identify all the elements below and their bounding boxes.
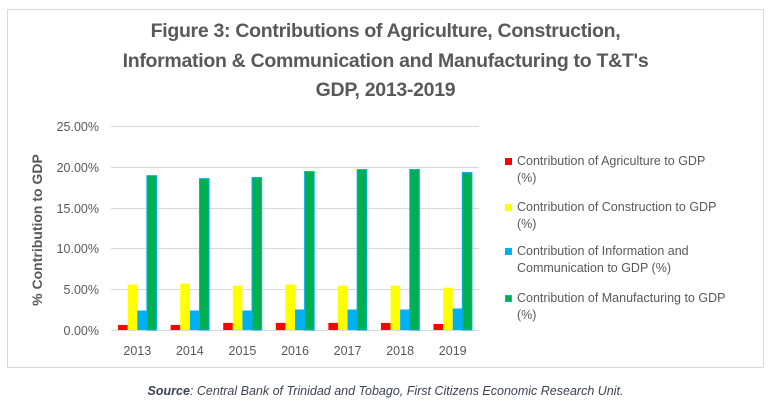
bar-manufacturing-2016 xyxy=(304,171,315,331)
bar-agriculture-2015 xyxy=(223,322,233,330)
bar-information-communication-2017 xyxy=(347,309,358,330)
legend-label-agriculture-line-2: (%) xyxy=(517,171,537,185)
bar-agriculture-2018 xyxy=(380,322,391,330)
legend-label-information-communication-line-1: Contribution of Information and xyxy=(517,244,689,258)
bar-manufacturing-2015 xyxy=(251,177,263,331)
chart-title: Figure 3: Contributions of Agriculture, … xyxy=(0,17,771,106)
bar-agriculture-2014 xyxy=(170,324,181,330)
legend-label-construction-line-2: (%) xyxy=(517,217,537,231)
bar-information-communication-2014 xyxy=(189,310,200,330)
legend-swatch-construction xyxy=(505,204,512,211)
bar-manufacturing-2014 xyxy=(198,178,210,331)
bar-manufacturing-2017 xyxy=(356,168,368,331)
bar-information-communication-2019 xyxy=(452,308,463,330)
legend-label-agriculture-line-1: Contribution of Agriculture to GDP xyxy=(517,154,706,168)
bar-construction-2019 xyxy=(443,287,453,330)
bar-agriculture-2019 xyxy=(433,323,444,330)
y-tick-label: 5.00% xyxy=(64,283,99,297)
bars xyxy=(118,168,473,331)
bar-manufacturing-2019 xyxy=(461,172,473,331)
bar-agriculture-2017 xyxy=(328,322,338,330)
legend-label-manufacturing-line-1: Contribution of Manufacturing to GDP xyxy=(517,291,726,305)
legend-item-information-communication: Contribution of Information and Communic… xyxy=(504,243,759,277)
legend-swatch-agriculture xyxy=(505,158,512,165)
y-tick-label: 0.00% xyxy=(64,324,99,338)
x-tick-label-2014: 2014 xyxy=(176,344,204,358)
legend-label-construction-line-1: Contribution of Construction to GDP xyxy=(517,200,717,214)
legend-label-information-communication-line-2: Communication to GDP (%) xyxy=(517,261,671,275)
bar-manufacturing-2018 xyxy=(409,168,420,331)
legend-swatch-information-communication xyxy=(505,248,512,255)
y-tick-labels: 0.00% 5.00% 10.00% 15.00% 20.00% 25.00% xyxy=(57,120,99,338)
x-tick-label-2013: 2013 xyxy=(123,344,151,358)
bar-construction-2015 xyxy=(232,285,243,330)
bar-information-communication-2015 xyxy=(242,310,253,330)
legend-item-manufacturing: Contribution of Manufacturing to GDP (%) xyxy=(504,290,759,324)
bar-information-communication-2016 xyxy=(295,309,305,330)
chart-title-line-2: Information & Communication and Manufact… xyxy=(122,49,649,72)
x-tick-label-2019: 2019 xyxy=(439,344,467,358)
bar-construction-2014 xyxy=(180,283,190,330)
bar-information-communication-2018 xyxy=(400,309,410,330)
y-tick-label: 10.00% xyxy=(57,242,99,256)
bar-construction-2013 xyxy=(127,284,138,330)
x-tick-labels: 2013 2014 2015 2016 2017 2018 2019 xyxy=(123,344,466,358)
x-tick-label-2018: 2018 xyxy=(386,344,414,358)
legend-label-manufacturing-line-2: (%) xyxy=(517,308,537,322)
y-tick-label: 20.00% xyxy=(57,161,99,175)
bar-agriculture-2016 xyxy=(275,322,286,330)
source-label: Source xyxy=(147,384,190,398)
chart-title-line-3: GDP, 2013-2019 xyxy=(315,79,456,101)
bar-agriculture-2013 xyxy=(118,324,128,330)
bar-construction-2016 xyxy=(285,284,295,330)
legend-item-construction: Contribution of Construction to GDP (%) xyxy=(504,199,759,233)
legend-swatch-manufacturing xyxy=(505,295,512,302)
source-note: Source: Central Bank of Trinidad and Tob… xyxy=(0,384,771,398)
y-tick-label: 25.00% xyxy=(57,120,99,134)
y-tick-label: 15.00% xyxy=(57,202,99,216)
bar-information-communication-2013 xyxy=(137,310,147,330)
x-tick-label-2016: 2016 xyxy=(281,344,309,358)
x-tick-label-2017: 2017 xyxy=(334,344,362,358)
x-tick-label-2015: 2015 xyxy=(229,344,257,358)
legend-item-agriculture: Contribution of Agriculture to GDP (%) xyxy=(504,153,759,187)
source-text: : Central Bank of Trinidad and Tobago, F… xyxy=(189,384,624,398)
chart-title-line-1: Figure 3: Contributions of Agriculture, … xyxy=(150,20,621,42)
bar-manufacturing-2013 xyxy=(146,175,157,331)
bar-construction-2018 xyxy=(390,285,401,330)
bar-construction-2017 xyxy=(337,285,348,330)
